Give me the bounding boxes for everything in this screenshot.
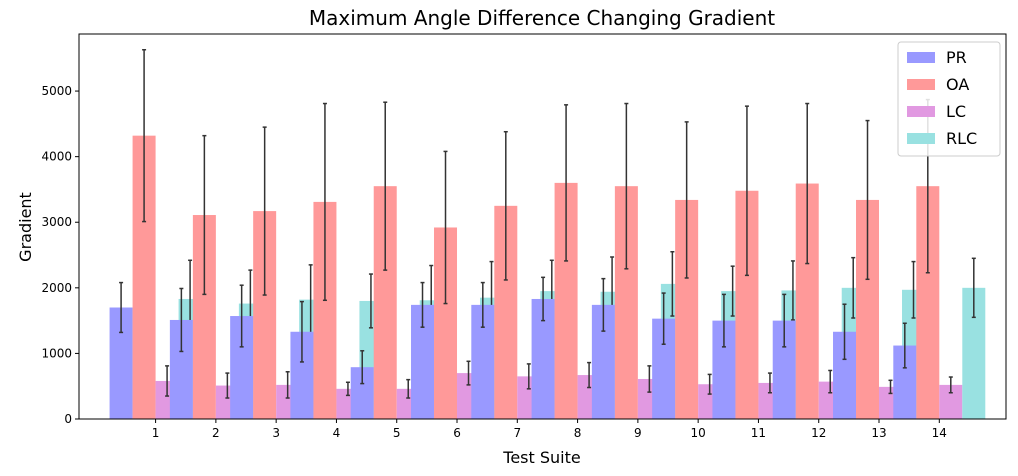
x-tick-label: 8 [574, 426, 582, 440]
x-tick-label: 13 [871, 426, 886, 440]
bar-oa [614, 186, 638, 419]
x-tick-label: 7 [513, 426, 521, 440]
bar-pr [169, 319, 193, 419]
bar-pr [772, 320, 796, 419]
plot-frame [78, 33, 1007, 420]
bar-pr [109, 307, 133, 419]
x-tick-label: 5 [393, 426, 401, 440]
bar-oa [494, 205, 518, 419]
y-axis-label: Gradient [16, 192, 35, 262]
x-tick-label: 9 [634, 426, 642, 440]
bar-oa [735, 190, 759, 419]
x-tick-label: 3 [272, 426, 280, 440]
bar-oa [373, 186, 397, 419]
bar-oa [795, 183, 819, 419]
bar-oa [675, 199, 699, 419]
legend-label-oa: OA [946, 75, 969, 94]
bar-pr [290, 331, 314, 419]
legend-swatch-pr [907, 52, 935, 63]
bar-pr [712, 320, 736, 419]
bar-pr [893, 345, 917, 419]
bar-oa [192, 215, 216, 419]
chart-title: Maximum Angle Difference Changing Gradie… [309, 6, 775, 30]
x-tick-label: 10 [691, 426, 706, 440]
x-tick-label: 14 [932, 426, 947, 440]
y-tick-label: 3000 [41, 215, 72, 229]
legend: PR OA LC RLC [897, 41, 1001, 157]
legend-label-lc: LC [946, 102, 966, 121]
y-tick-label: 2000 [41, 281, 72, 295]
bar-lc [939, 384, 963, 419]
legend-box [897, 41, 1001, 157]
x-axis-label: Test Suite [502, 448, 580, 467]
x-tick-label: 12 [811, 426, 826, 440]
bar-pr [652, 318, 676, 419]
x-tick-label: 6 [453, 426, 461, 440]
bar-oa [434, 227, 458, 419]
bar-pr [411, 304, 435, 419]
bar-oa [916, 186, 940, 419]
y-tick-label: 5000 [41, 84, 72, 98]
legend-label-pr: PR [946, 48, 967, 67]
y-tick-label: 0 [64, 412, 72, 426]
bar-pr [591, 304, 615, 419]
bar-pr [833, 331, 857, 419]
legend-swatch-oa [907, 79, 935, 90]
bar-rlc [962, 287, 986, 419]
x-tick-label: 2 [212, 426, 220, 440]
x-tick-label: 11 [751, 426, 766, 440]
bar-oa [253, 211, 277, 419]
bar-oa [132, 135, 156, 419]
bar-pr [471, 304, 495, 419]
bar-oa [313, 201, 337, 419]
legend-label-rlc: RLC [946, 129, 977, 148]
legend-swatch-lc [907, 106, 935, 117]
y-tick-label: 4000 [41, 150, 72, 164]
x-tick-label: 1 [152, 426, 160, 440]
bar-pr [230, 316, 254, 419]
bar-pr [531, 298, 555, 419]
legend-swatch-rlc [907, 133, 935, 144]
x-tick-label: 4 [333, 426, 341, 440]
y-tick-label: 1000 [41, 346, 72, 360]
bar-oa [554, 182, 578, 419]
bar-oa [856, 199, 880, 419]
bar-pr [350, 367, 374, 419]
